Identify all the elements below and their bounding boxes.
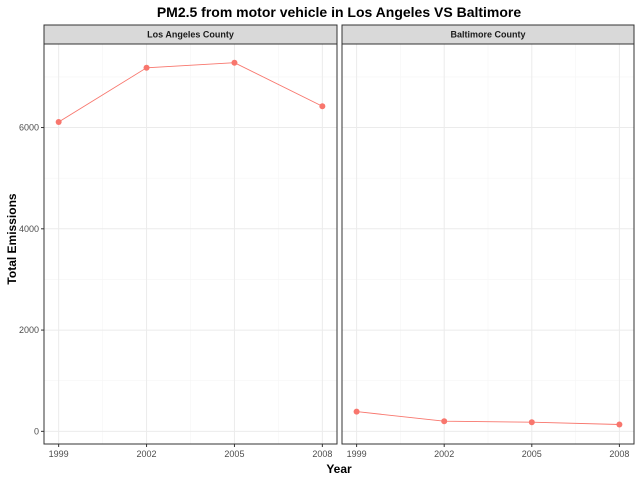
data-point bbox=[55, 118, 62, 125]
data-point bbox=[441, 418, 448, 425]
facet-strip bbox=[43, 24, 338, 45]
x-tick-label: 2005 bbox=[522, 449, 542, 459]
y-tick-label: 2000 bbox=[19, 325, 39, 335]
data-point bbox=[319, 103, 326, 110]
facet-panel: Baltimore County 1999 2002 2005 2008 bbox=[341, 24, 635, 459]
y-axis-title: Total Emissions bbox=[5, 193, 19, 284]
facet-panel: Los Angeles County 1999 2002 2005 2008 0 2000 4… bbox=[19, 24, 338, 459]
x-tick-label: 2002 bbox=[434, 449, 454, 459]
series-line bbox=[356, 411, 620, 425]
facet-strip bbox=[341, 24, 635, 45]
data-point bbox=[616, 421, 623, 428]
data-point bbox=[528, 419, 535, 426]
x-axis-title: Year bbox=[326, 462, 352, 476]
x-tick-label: 2002 bbox=[137, 449, 157, 459]
x-tick-label: 2008 bbox=[609, 449, 629, 459]
facet-panels: Los Angeles County 1999 2002 2005 2008 0 2000 4… bbox=[19, 24, 635, 459]
x-tick-label: 2005 bbox=[224, 449, 244, 459]
facet-strip-label: Los Angeles County bbox=[147, 30, 234, 40]
y-tick-label: 4000 bbox=[19, 224, 39, 234]
facet-strip-label: Baltimore County bbox=[450, 30, 525, 40]
x-tick-label: 2008 bbox=[312, 449, 332, 459]
chart-title: PM2.5 from motor vehicle in Los Angeles … bbox=[157, 4, 522, 20]
y-tick-label: 6000 bbox=[19, 123, 39, 133]
data-point bbox=[231, 59, 238, 66]
x-tick-label: 1999 bbox=[49, 449, 69, 459]
y-tick-label: 0 bbox=[34, 426, 39, 436]
data-point bbox=[143, 64, 150, 71]
series-line bbox=[58, 62, 323, 123]
data-point bbox=[353, 408, 360, 415]
x-tick-label: 1999 bbox=[347, 449, 367, 459]
